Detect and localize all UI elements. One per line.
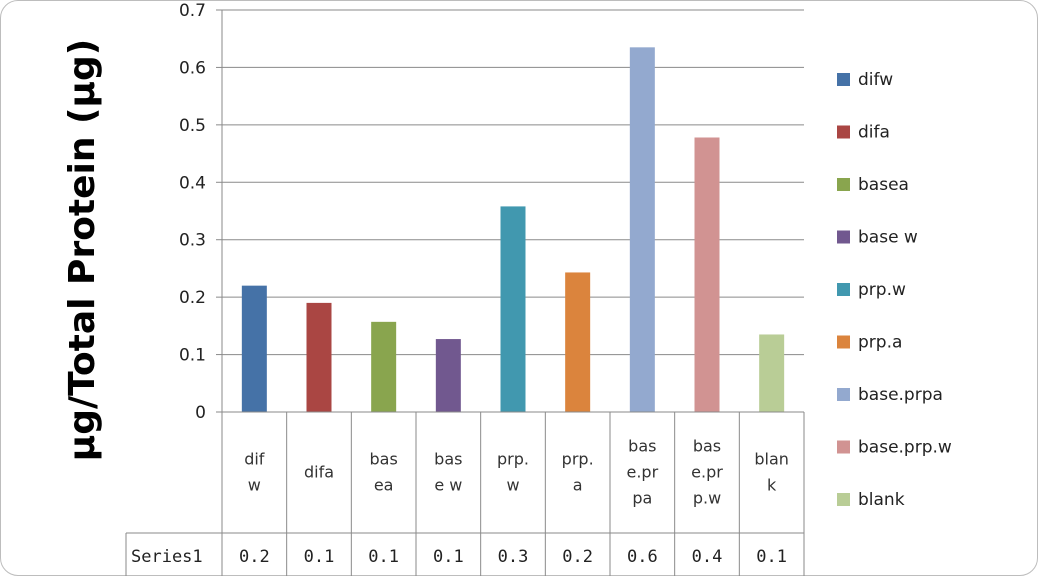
y-tick-label: 0.5 xyxy=(179,116,206,136)
bar xyxy=(371,321,397,412)
y-tick-label: 0.6 xyxy=(179,58,206,78)
legend-swatch xyxy=(837,230,850,244)
legend-label: base w xyxy=(858,228,918,248)
table-row-label: Series1 xyxy=(131,547,203,567)
legend: difw difa basea base w prp.w prp.a base.prpa ba… xyxy=(837,70,952,510)
y-tick-label: 0.1 xyxy=(179,346,206,366)
legend-swatch xyxy=(837,125,850,139)
x-tick-label: difa xyxy=(304,463,334,482)
x-tick-label: bas e w xyxy=(434,450,462,495)
legend-swatch xyxy=(837,440,850,454)
y-tick-label: 0.7 xyxy=(179,1,206,21)
data-label: 0.1 xyxy=(756,547,787,567)
legend-swatch xyxy=(837,388,850,401)
data-label: 0.2 xyxy=(562,547,593,567)
bar xyxy=(241,285,267,412)
data-label: 0.1 xyxy=(368,547,399,567)
legend-label: difa xyxy=(858,123,890,143)
x-tick-label: dif w xyxy=(244,450,265,495)
x-tick-label: prp. w xyxy=(497,450,529,495)
legend-swatch xyxy=(837,335,850,349)
legend-swatch xyxy=(837,493,850,506)
x-tick-label: bas e.pr p.w xyxy=(691,437,723,508)
bar xyxy=(306,302,332,412)
legend-label: basea xyxy=(858,175,909,195)
bar xyxy=(435,339,461,412)
legend-label: base.prpa xyxy=(858,385,943,405)
bar xyxy=(694,137,720,412)
legend-label: difw xyxy=(858,70,893,90)
legend-swatch xyxy=(837,73,850,86)
bar xyxy=(759,334,785,412)
bar xyxy=(629,47,655,412)
y-tick-label: 0 xyxy=(195,403,206,423)
y-axis-ticks: 0 0.1 0.2 0.3 0.4 0.5 0.6 0.7 xyxy=(179,1,206,423)
y-tick-label: 0.2 xyxy=(179,288,206,308)
legend-label: prp.w xyxy=(858,280,906,300)
legend-label: prp.a xyxy=(858,333,902,353)
bar xyxy=(565,272,591,412)
data-table: dif w difa bas ea bas e w prp. w prp. a bas e.pr pa ba… xyxy=(125,411,805,576)
data-label: 0.6 xyxy=(627,547,658,567)
data-label: 0.1 xyxy=(433,547,464,567)
legend-swatch xyxy=(837,178,850,191)
bar xyxy=(500,206,526,412)
data-label: 0.1 xyxy=(304,547,335,567)
legend-label: base.prp.w xyxy=(858,438,952,458)
y-axis-label: µg/Total Protein (µg) xyxy=(62,39,103,461)
y-tick-label: 0.4 xyxy=(179,173,206,193)
data-label: 0.2 xyxy=(239,547,270,567)
x-tick-label: bas ea xyxy=(370,450,398,495)
bars xyxy=(241,47,785,412)
x-tick-label: blan k xyxy=(754,450,789,495)
x-tick-label: bas e.pr pa xyxy=(626,437,658,508)
data-label: 0.3 xyxy=(498,547,529,567)
legend-swatch xyxy=(837,283,850,296)
data-label: 0.4 xyxy=(692,547,723,567)
y-tick-label: 0.3 xyxy=(179,231,206,251)
x-tick-label: prp. a xyxy=(562,450,594,495)
legend-label: blank xyxy=(858,490,905,510)
